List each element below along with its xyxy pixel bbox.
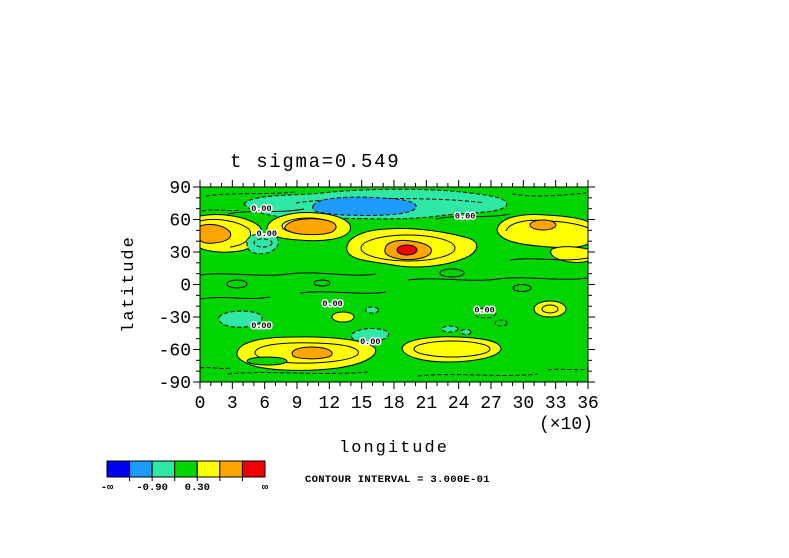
contour-label: 0.00 (251, 321, 271, 331)
colorbar-segment (151, 460, 176, 478)
x-tick-label: 12 (319, 394, 341, 414)
colorbar-label: -0.90 (136, 482, 168, 494)
x-tick-label: 0 (195, 394, 206, 414)
y-tick-label: 30 (169, 244, 191, 264)
x-tick-label: 3 (227, 394, 238, 414)
colorbar-segment (174, 460, 198, 478)
x-axis-label: longitude (339, 439, 449, 458)
x-tick-label: 30 (513, 394, 535, 414)
colorbar-label: ∞ (262, 482, 269, 494)
x-tick-label: 33 (545, 394, 567, 414)
x-tick-labels: 0 3 6 9 12 15 18 21 24 27 30 33 36 (195, 394, 599, 414)
colorbar-segment (219, 460, 243, 478)
x-tick-label: 36 (577, 394, 599, 414)
x-tick-label: 18 (383, 394, 405, 414)
x-tick-label: 9 (292, 394, 303, 414)
colorbar-segment (129, 460, 153, 478)
colorbar-label: 0.30 (185, 482, 210, 494)
x-axis-multiplier: (×10) (539, 415, 593, 435)
colorbar-segment (241, 460, 266, 478)
x-tick-label: 6 (259, 394, 270, 414)
contour-label: 0.00 (251, 204, 271, 214)
x-tick-label: 27 (480, 394, 502, 414)
colorbar: -∞ -0.90 0.30 ∞ (101, 460, 269, 494)
y-tick-label: 0 (180, 277, 191, 297)
contour-label: 0.00 (474, 306, 494, 316)
y-tick-label: 60 (169, 212, 191, 232)
cold-patch-left (246, 232, 279, 255)
colorbar-label: -∞ (101, 482, 114, 494)
x-tick-label: 24 (448, 394, 470, 414)
contour-map: 0.00 0.00 0.00 0.00 0.00 0.00 0.00 (200, 187, 588, 382)
cold-anomaly-arctic-core (312, 196, 417, 216)
contour-interval-label: CONTOUR INTERVAL = 3.000E-01 (305, 474, 490, 486)
y-tick-label: -60 (159, 342, 191, 362)
x-tick-label: 15 (351, 394, 373, 414)
colorbar-segment (196, 460, 221, 478)
contour-label: 0.00 (360, 337, 380, 347)
y-tick-label: -90 (159, 374, 191, 394)
warm-patch-south-right (533, 300, 567, 318)
contour-label: 0.00 (455, 211, 475, 221)
cold-patch-south-mid (350, 328, 390, 343)
y-tick-label: 90 (169, 179, 191, 199)
chart-title: t sigma=0.549 (230, 151, 400, 173)
y-tick-labels: 90 60 30 0 -30 -60 -90 (159, 179, 191, 394)
x-tick-label: 21 (416, 394, 438, 414)
contour-label: 0.00 (322, 299, 342, 309)
warm-anomaly-red-core (396, 244, 418, 256)
contour-label: 0.00 (257, 229, 277, 239)
cold-patch-south-left (218, 310, 263, 328)
colorbar-segment (106, 460, 131, 478)
y-tick-label: -30 (159, 309, 191, 329)
contour-value-labels: 0.00 0.00 0.00 0.00 0.00 0.00 0.00 (250, 202, 497, 348)
y-axis-label: latitude (120, 235, 139, 333)
axis-ticks (193, 180, 595, 389)
